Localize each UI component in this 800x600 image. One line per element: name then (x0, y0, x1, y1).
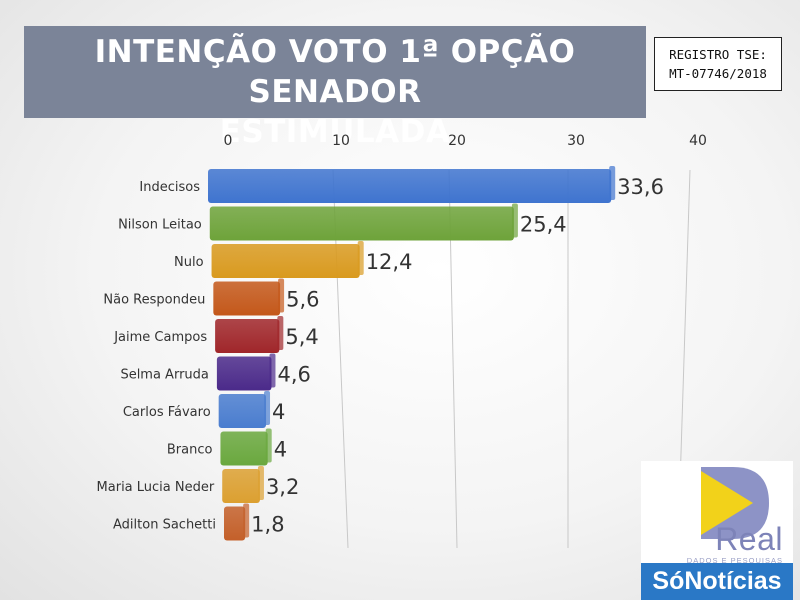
value-label: 33,6 (617, 175, 664, 199)
registro-line1: REGISTRO TSE: (669, 47, 767, 62)
real-logo-mark (701, 467, 769, 539)
bar (218, 394, 267, 428)
chart-title: INTENÇÃO VOTO 1ª OPÇÃO SENADOR ESTIMULAD… (24, 26, 646, 150)
sonoticias-logo: SóNotícias (641, 563, 793, 600)
value-label: 1,8 (251, 513, 284, 537)
bar (215, 319, 280, 353)
chart-title-line1: INTENÇÃO VOTO 1ª OPÇÃO SENADOR (94, 34, 576, 110)
value-label: 3,2 (266, 475, 299, 499)
category-label: Indecisos (139, 180, 200, 195)
value-label: 25,4 (520, 213, 567, 237)
value-label: 12,4 (366, 250, 413, 274)
category-label: Maria Lucia Neder (97, 480, 215, 495)
category-label: Nulo (174, 255, 204, 270)
bar (222, 469, 260, 503)
registro-line2: MT-07746/2018 (669, 66, 767, 81)
bar (209, 206, 514, 241)
real-logo-subtext: DADOS E PESQUISAS (686, 556, 783, 565)
chart-title-line2: ESTIMULADA (219, 114, 451, 150)
bar (208, 169, 612, 203)
category-label: Branco (167, 443, 213, 458)
bar (216, 356, 272, 391)
bar (213, 281, 281, 316)
x-tick-label: 20 (448, 133, 466, 149)
bar (220, 431, 268, 466)
value-label: 4,6 (277, 363, 310, 387)
x-tick-label: 10 (332, 133, 350, 149)
x-tick-label: 0 (224, 133, 233, 149)
category-label: Nilson Leitao (118, 218, 202, 233)
category-label: Não Respondeu (103, 293, 205, 308)
value-label: 5,6 (286, 288, 319, 312)
bar (224, 506, 246, 541)
real-logo-text: Real (715, 521, 783, 557)
category-label: Carlos Fávaro (123, 405, 211, 420)
x-tick-label: 40 (689, 133, 707, 149)
x-tick-label: 30 (567, 133, 585, 149)
category-label: Selma Arruda (120, 368, 208, 383)
value-label: 5,4 (285, 325, 318, 349)
category-label: Jaime Campos (113, 330, 207, 345)
registro-tse-box: REGISTRO TSE: MT-07746/2018 (654, 37, 782, 91)
value-label: 4 (272, 400, 285, 424)
bar (211, 244, 360, 278)
category-label: Adilton Sachetti (113, 518, 216, 533)
value-label: 4 (274, 438, 287, 462)
